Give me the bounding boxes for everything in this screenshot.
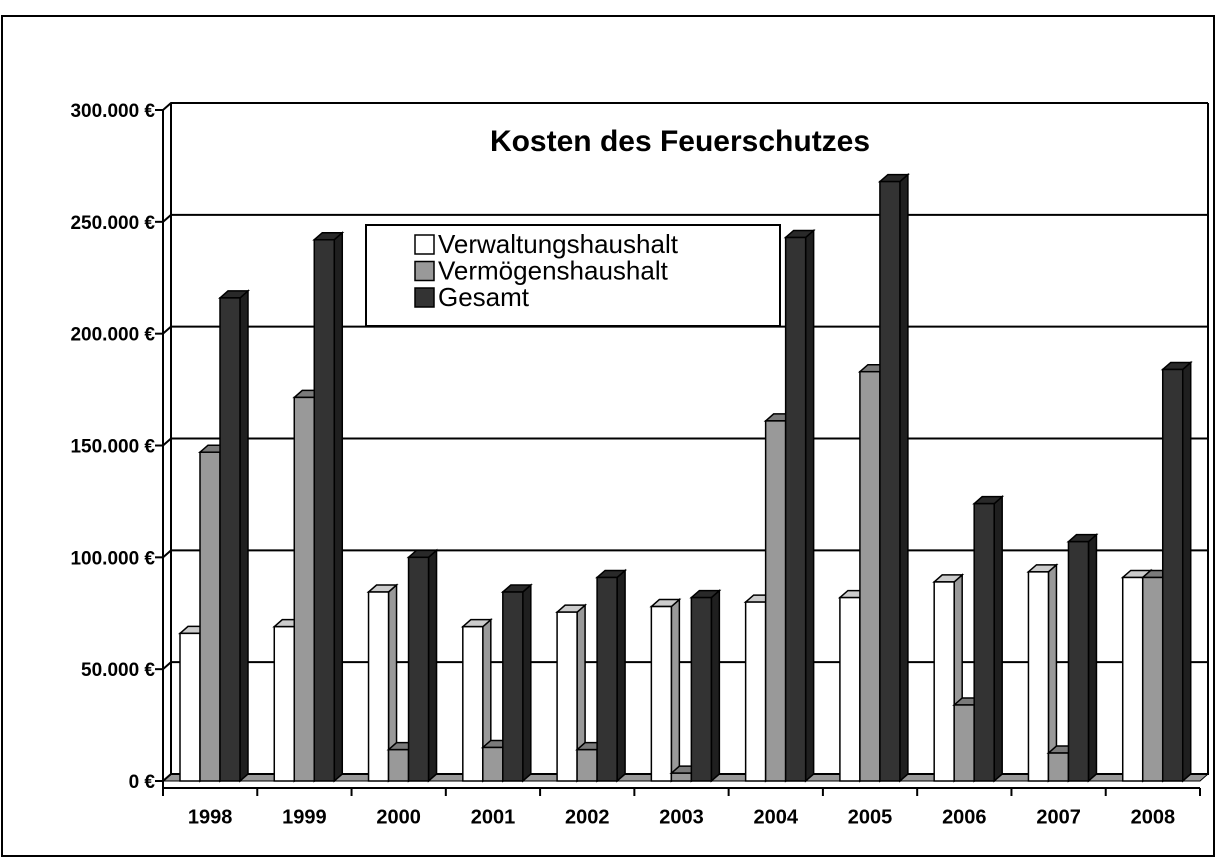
bar-side — [804, 228, 815, 783]
x-tick-label: 2005 — [848, 806, 893, 828]
y-tick-label: 100.000 € — [70, 548, 155, 569]
legend-swatch — [414, 287, 435, 308]
bar — [218, 289, 250, 783]
y-tick-label: 200.000 € — [70, 325, 155, 346]
bar-front — [179, 632, 201, 782]
bar-side — [993, 494, 1003, 783]
bar-front — [690, 596, 713, 782]
bar-front — [387, 748, 410, 782]
bar — [366, 583, 399, 783]
bar — [595, 568, 628, 783]
bar — [689, 588, 722, 783]
bar-front — [313, 238, 336, 782]
grid-line — [162, 325, 1208, 335]
bar-front — [482, 746, 504, 782]
bar-front — [839, 596, 861, 782]
x-tick-label: 2000 — [376, 806, 421, 828]
x-tick-label: 2007 — [1036, 806, 1081, 828]
x-tick-label: 1998 — [188, 806, 233, 828]
bar-side — [710, 588, 721, 783]
bar-front — [744, 601, 767, 782]
y-tick-label: 250.000 € — [70, 213, 155, 234]
bar — [649, 597, 682, 783]
bar — [1160, 360, 1193, 783]
bar-front — [1161, 368, 1184, 782]
bar-side — [1181, 360, 1192, 783]
legend-label: Vermögenshaushalt — [438, 255, 669, 285]
x-tick-label: 2008 — [1131, 806, 1176, 828]
bar — [406, 548, 439, 783]
legend-box — [365, 224, 781, 327]
bar-front — [670, 772, 693, 782]
bar-front — [1027, 571, 1050, 782]
bar — [312, 231, 345, 783]
y-tick-label: 150.000 € — [70, 437, 155, 458]
x-tick-label: 1999 — [282, 806, 327, 828]
bar — [783, 228, 816, 783]
bar — [500, 583, 533, 783]
bar-front — [973, 502, 995, 782]
bar-side — [239, 289, 249, 783]
bar — [972, 494, 1005, 783]
bar — [460, 618, 493, 783]
bar-front — [953, 704, 975, 782]
bar-side — [427, 548, 438, 783]
bar-front — [367, 591, 390, 782]
y-tick-label: 300.000 € — [70, 101, 155, 122]
x-tick-label: 2001 — [471, 806, 516, 828]
bar-front — [1067, 540, 1090, 782]
bar-front — [859, 370, 881, 782]
bar — [877, 172, 910, 783]
bar-front — [199, 451, 221, 782]
legend: VerwaltungshaushaltVermögenshaushaltGesa… — [414, 229, 679, 312]
bar-side — [670, 597, 681, 783]
x-tick-label: 2002 — [565, 806, 610, 828]
bar-front — [1141, 576, 1164, 782]
bar-front — [933, 581, 955, 782]
bar-front — [650, 605, 673, 782]
y-tick-label: 0 € — [129, 772, 156, 793]
grid-line — [162, 213, 1208, 223]
x-tick-label: 2004 — [754, 806, 799, 828]
bar-front — [556, 611, 578, 782]
bar-side — [333, 231, 344, 783]
bar-front — [407, 556, 430, 782]
legend-label: Gesamt — [438, 282, 530, 312]
legend-label: Verwaltungshaushalt — [438, 229, 679, 259]
bar-front — [1047, 752, 1070, 782]
bar-front — [784, 236, 807, 782]
bar-front — [462, 625, 484, 782]
legend-swatch — [414, 234, 435, 255]
bar-front — [576, 748, 598, 782]
bar-front — [764, 420, 787, 782]
bars — [178, 172, 1193, 783]
bar-side — [899, 172, 909, 783]
x-tick-label: 2003 — [659, 806, 704, 828]
bar — [1026, 563, 1059, 783]
bar-front — [879, 180, 901, 782]
bar-front — [502, 591, 524, 782]
y-tick-label: 50.000 € — [81, 660, 155, 681]
grid-line — [162, 102, 1208, 111]
bar-side — [1087, 533, 1098, 783]
bar-front — [596, 576, 618, 782]
bar-front — [1121, 576, 1144, 782]
x-tick-label: 2006 — [942, 806, 987, 828]
bar — [1066, 533, 1099, 783]
bar-front — [219, 297, 241, 782]
legend-swatch — [414, 260, 435, 282]
bar-front — [293, 396, 316, 782]
bar-side — [616, 568, 626, 783]
bar-side — [522, 583, 532, 783]
chart-title: Kosten des Feuerschutzes — [490, 125, 870, 158]
bar-front — [273, 625, 296, 782]
